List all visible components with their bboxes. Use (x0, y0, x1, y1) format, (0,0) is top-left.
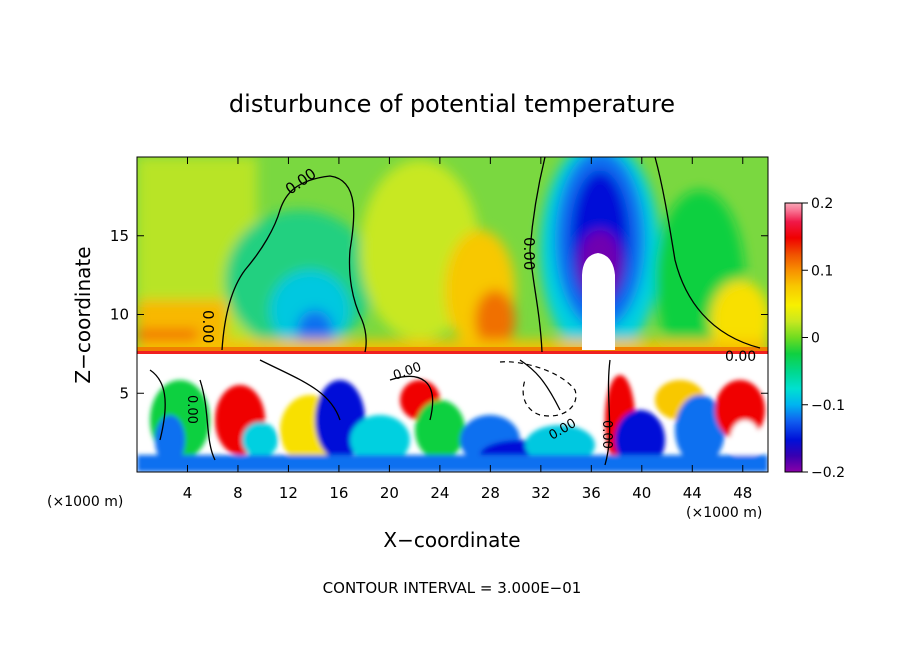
dashed-contour-lines (499, 361, 577, 417)
x-tick-label-10: 44 (683, 484, 702, 502)
y-tick-label-1: 10 (110, 306, 129, 324)
colorbar-tick-label-0: 0.2 (811, 196, 833, 212)
colorbar-ticks: 0.2 0.1 0 −0.1 −0.2 (802, 196, 845, 481)
colorbar-tick-label-1: 0.1 (811, 263, 833, 279)
x-axis-label: X−coordinate (383, 528, 520, 552)
boundary-band-orange (137, 347, 768, 351)
x-unit-right: (×1000 m) (686, 505, 762, 521)
x-tick-label-7: 32 (531, 484, 550, 502)
contour-label-3: 0.00 (520, 237, 538, 270)
x-tick-label-1: 8 (233, 484, 243, 502)
heatmap-field (137, 157, 768, 472)
plume-white (582, 253, 615, 350)
x-tick-label-2: 12 (279, 484, 298, 502)
x-unit-left: (×1000 m) (47, 494, 123, 510)
contour-label-8: 0.00 (184, 395, 199, 424)
x-tick-label-4: 20 (380, 484, 399, 502)
contour-lines (149, 157, 761, 466)
y-axis-label: Z−coordinate (71, 246, 95, 383)
x-tick-label-9: 40 (632, 484, 651, 502)
y-axis: 5 10 15 (110, 227, 768, 402)
colorbar-tick-label-4: −0.2 (811, 465, 845, 481)
x-tick-label-8: 36 (582, 484, 601, 502)
x-tick-label-0: 4 (183, 484, 193, 502)
upper-field-blobs (137, 157, 768, 370)
contour-interval-note: CONTOUR INTERVAL = 3.000E−01 (323, 579, 582, 597)
colorbar (784, 202, 803, 473)
y-tick-label-2: 15 (110, 227, 129, 245)
contour-label-7: 0.00 (599, 420, 614, 449)
contour-label-4: 0.00 (725, 349, 756, 365)
contour-label-2: 0.00 (199, 310, 217, 343)
x-tick-label-11: 48 (733, 484, 752, 502)
x-tick-label-5: 24 (430, 484, 449, 502)
colorbar-tick-label-2: 0 (811, 331, 820, 347)
colorbar-tick-label-3: −0.1 (811, 398, 845, 414)
x-tick-label-3: 16 (329, 484, 348, 502)
chart-title: disturbunce of potential temperature (229, 90, 675, 118)
x-axis: 4 8 12 16 20 24 28 32 36 40 44 48 (183, 157, 752, 502)
x-tick-label-6: 28 (481, 484, 500, 502)
y-tick-label-0: 5 (119, 384, 129, 402)
boundary-band-red (137, 351, 768, 354)
